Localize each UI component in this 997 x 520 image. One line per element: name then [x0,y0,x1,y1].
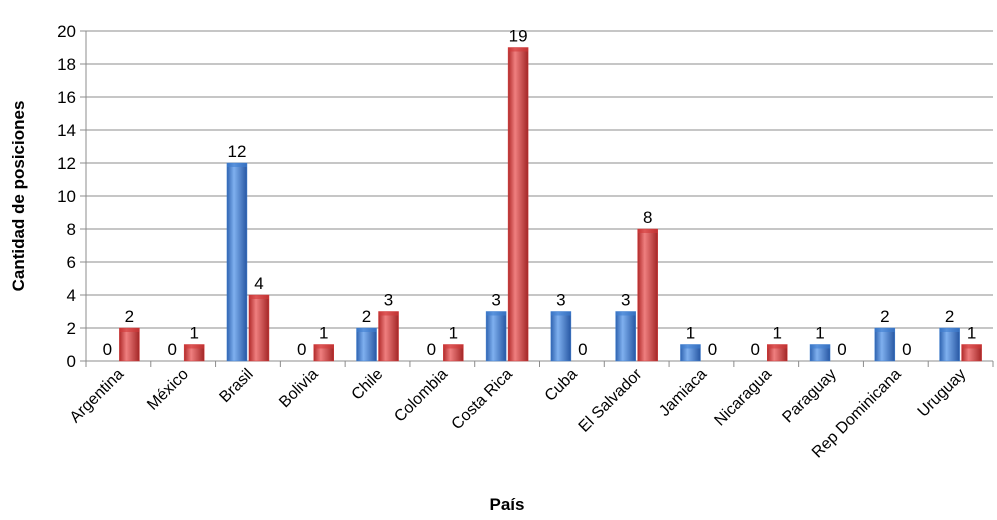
y-tick-label: 0 [67,352,76,371]
data-label: 0 [103,340,112,359]
data-label: 12 [228,142,247,161]
bar-cap [248,295,269,299]
data-label: 8 [643,208,652,227]
y-tick-label: 16 [57,88,76,107]
bar-argentina-s2 [119,327,140,362]
bar-cap [508,47,529,52]
data-label: 2 [880,307,889,326]
bar-cap [443,344,464,349]
bar-el-salvador-s1 [615,311,636,362]
bar-cap [486,311,507,316]
bar-rep-dominicana-s1 [874,327,896,362]
data-label: 1 [815,324,824,343]
data-label: 2 [945,307,954,326]
data-label: 0 [902,340,911,359]
bar-cap [184,344,205,349]
y-tick-label: 12 [57,154,76,173]
data-label: 3 [621,291,630,310]
data-label: 1 [319,324,328,343]
bar-cap [119,328,140,332]
y-tick-label: 8 [67,220,76,239]
bar-cap [356,328,377,332]
bar-cuba-s1 [550,311,572,362]
y-tick-label: 18 [57,55,76,74]
bar-cap [874,328,895,332]
x-tick-label: Uruguay [915,366,970,421]
data-label: 0 [427,340,436,359]
x-tick-label: México [144,366,192,414]
x-tick-label: Nicaragua [711,366,775,430]
data-label: 1 [967,324,976,343]
bar-cap [615,311,636,316]
y-tick-label: 4 [67,286,76,305]
data-label: 1 [189,324,198,343]
bar-cap [226,163,247,167]
x-tick-label: Cuba [542,366,581,405]
bar-chile-s1 [356,327,377,362]
bar-cap [810,344,831,349]
bar-costa-rica-s1 [485,311,507,362]
bar-cap [550,311,571,316]
data-label: 0 [167,340,176,359]
data-label: 1 [686,324,695,343]
bar-cap [313,344,334,349]
data-label: 0 [297,340,306,359]
bar-brasil-s2 [248,294,270,362]
x-axis-title: País [490,495,525,514]
data-label: 2 [125,307,134,326]
bar-cap [767,344,788,349]
bar-cap [939,328,960,332]
y-tick-label: 2 [67,319,76,338]
bar-costa-rica-s2 [507,47,529,362]
data-label: 4 [254,274,263,293]
x-tick-label: Chile [349,366,387,404]
y-tick-label: 20 [57,22,76,41]
x-axis-labels: Argentina México Brasil Bolivia Chile Colombi… [67,365,970,461]
bars [119,47,982,362]
bar-cap [378,311,399,316]
data-label: 3 [384,291,393,310]
bar-cap [961,344,982,349]
x-tick-label: Jamiaca [656,366,710,420]
x-tick-label: Argentina [67,366,128,427]
bar-el-salvador-s2 [637,228,658,362]
data-label: 0 [708,340,717,359]
y-tick-label: 14 [57,121,76,140]
y-axis-title: Cantidad de posiciones [9,101,28,292]
bar-chile-s2 [378,311,399,362]
y-tick-label: 10 [57,187,76,206]
bar-cap [637,229,658,233]
data-label: 1 [449,324,458,343]
data-label: 1 [773,324,782,343]
x-tick-label: Brasil [216,366,256,406]
bar-uruguay-s1 [939,327,960,362]
bar-brasil-s1 [226,162,248,362]
x-tick-label: El Salvador [576,365,646,435]
data-label: 3 [491,291,500,310]
data-label: 0 [751,340,760,359]
bar-cap [680,344,701,349]
x-tick-label: Costa Rica [449,366,516,433]
gridlines [80,30,994,367]
data-label: 0 [578,340,587,359]
y-axis-ticks: 0 2 4 6 8 10 12 14 16 18 20 [57,22,76,371]
x-tick-label: Colombia [391,366,451,426]
data-label: 0 [837,340,846,359]
y-tick-label: 6 [67,253,76,272]
data-label: 3 [556,291,565,310]
data-label: 19 [509,27,528,46]
x-tick-label: Bolivia [276,366,321,411]
x-tick-label: Paraguay [779,366,839,426]
data-label: 2 [362,307,371,326]
